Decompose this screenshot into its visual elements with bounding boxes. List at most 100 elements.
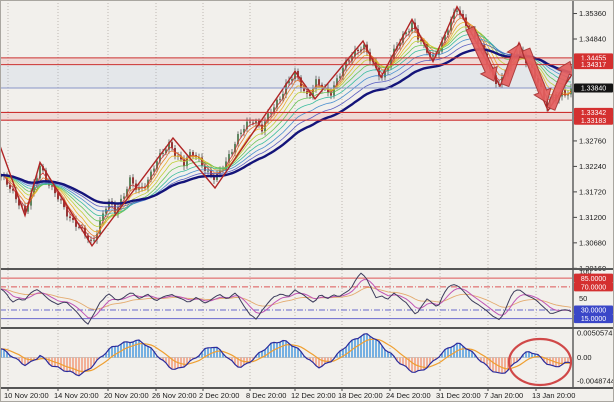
candle-body	[108, 201, 110, 209]
price-panel[interactable]	[0, 5, 574, 248]
macd-bar	[510, 357, 512, 367]
macd-bar	[378, 341, 380, 358]
macd-bar	[354, 338, 356, 358]
candle-body	[165, 149, 167, 153]
candle-body	[354, 49, 356, 57]
candle-body	[159, 153, 161, 162]
macd-bar	[6, 352, 8, 358]
candle-body	[246, 121, 248, 129]
candle-body	[360, 49, 362, 52]
macd-bar	[150, 347, 152, 358]
time-axis[interactable]: 10 Nov 20:00 14 Nov 20:00 20 Nov 20:00 26 N…	[4, 388, 575, 400]
macd-bar	[411, 357, 413, 373]
candle-body	[465, 17, 467, 26]
candle-body	[207, 170, 209, 172]
candle-body	[90, 239, 92, 241]
macd-bar	[516, 357, 518, 362]
level-price-label-box	[574, 107, 613, 117]
macd-bar	[276, 342, 278, 358]
candle-body	[168, 142, 170, 150]
candle-body	[333, 85, 335, 96]
macd-bar	[408, 357, 410, 370]
macd-bar	[504, 357, 506, 373]
candle-body	[183, 159, 185, 167]
candle-body	[132, 177, 134, 184]
macd-bar	[171, 357, 173, 370]
macd-bar	[24, 357, 26, 366]
macd-bar	[249, 357, 251, 363]
macd-bar	[264, 349, 266, 358]
macd-bar	[294, 347, 296, 358]
candle-body	[228, 154, 230, 162]
candle-body	[279, 98, 281, 100]
macd-bar	[534, 353, 536, 358]
macd-bar	[543, 357, 545, 362]
macd-bar	[201, 351, 203, 358]
macd-histogram	[0, 333, 572, 376]
macd-bar	[216, 347, 218, 358]
candle-body	[330, 92, 332, 96]
macd-bar	[384, 349, 386, 358]
price-tick-label: 1.34840	[579, 35, 606, 44]
macd-bar	[222, 353, 224, 358]
oscillator-signal-line	[0, 279, 572, 319]
macd-bar	[360, 336, 362, 358]
macd-bar	[522, 354, 524, 358]
candle-body	[24, 205, 26, 212]
candle-body	[243, 128, 245, 133]
macd-bar	[102, 355, 104, 358]
candle-body	[54, 186, 56, 194]
macd-bar	[381, 345, 383, 358]
macd-bar	[558, 357, 560, 367]
macd-bar	[444, 349, 446, 358]
oscillator-panel[interactable]	[0, 272, 572, 325]
macd-bar	[366, 333, 368, 358]
price-axis[interactable]: 1.35360 1.34840 1.32760 1.32240 1.31720 1.312…	[573, 9, 614, 386]
macd-bar	[528, 351, 530, 358]
candle-body	[345, 60, 347, 68]
macd-bar	[465, 348, 467, 358]
macd-bar	[270, 343, 272, 358]
macd-bar	[111, 346, 113, 358]
macd-bar	[258, 352, 260, 358]
macd-bar	[9, 355, 11, 358]
macd-bar	[498, 357, 500, 373]
macd-bar	[468, 349, 470, 358]
macd-bar	[453, 345, 455, 358]
macd-bar	[84, 357, 86, 371]
candle-body	[204, 165, 206, 171]
candle-body	[450, 19, 452, 31]
macd-bar	[441, 353, 443, 358]
macd-bar	[81, 357, 83, 374]
macd-bar	[78, 357, 80, 376]
macd-bar	[363, 334, 365, 358]
macd-bar	[48, 357, 50, 364]
level-price-label-text: 1.34317	[581, 62, 606, 69]
oscillator-level-label-text: 15.0000	[581, 316, 606, 323]
candle-body	[189, 151, 191, 158]
time-tick-label: 10 Nov 20:00	[4, 391, 49, 400]
macd-bar	[3, 349, 5, 358]
macd-bar	[63, 357, 65, 372]
candle-body	[51, 185, 53, 187]
macd-bar	[261, 351, 263, 358]
macd-bar	[351, 340, 353, 358]
oscillator-tick-label: 50	[579, 294, 587, 303]
candle-body	[318, 79, 320, 85]
macd-bar	[198, 355, 200, 358]
macd-bar	[474, 354, 476, 358]
candle-body	[381, 76, 383, 78]
candle-body	[39, 166, 41, 179]
macd-tick-label: 0.00	[577, 353, 592, 362]
oscillator-level-label-box	[574, 282, 613, 292]
macd-bar	[105, 353, 107, 358]
macd-bar	[252, 357, 254, 360]
candle-body	[405, 32, 407, 35]
macd-bar	[27, 357, 29, 364]
macd-bar	[327, 357, 329, 363]
oscillator-level-label-text: 30.0000	[581, 308, 606, 315]
macd-bar	[192, 357, 194, 359]
price-zone	[0, 64, 572, 89]
macd-panel[interactable]	[0, 333, 572, 387]
